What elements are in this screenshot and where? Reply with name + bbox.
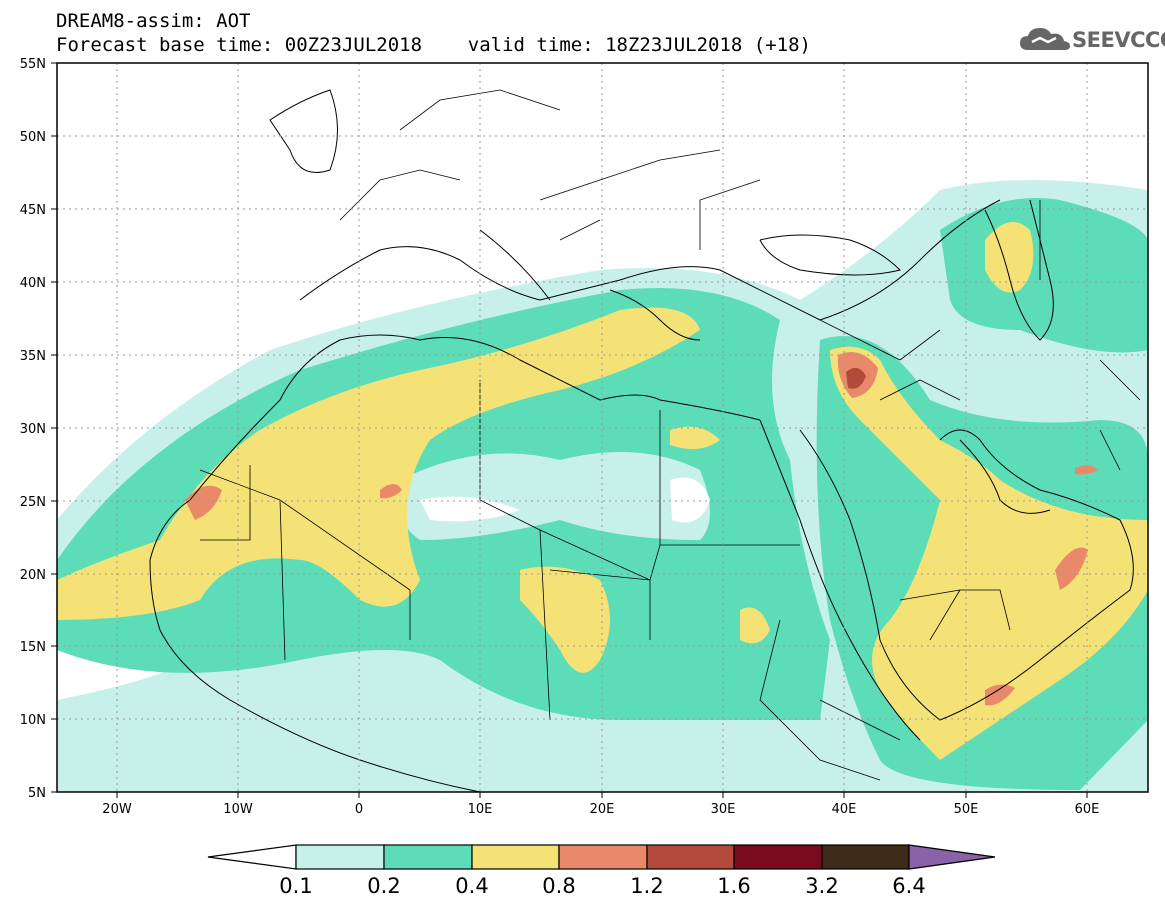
coast-europe (299, 199, 1001, 321)
aot-band-0.8-yemen (985, 684, 1015, 706)
coast-persiangulf (959, 439, 1051, 514)
lon-label: 20W (102, 802, 132, 817)
coast-nafrica (149, 334, 761, 561)
aot-band-0.4-west (57, 307, 700, 620)
lat-label: 15N (20, 640, 46, 655)
colorbar-segment (471, 844, 560, 870)
colorbar-label: 1.6 (717, 874, 750, 898)
colorbar-label: 0.1 (279, 874, 312, 898)
lon-label: 20E (590, 802, 615, 817)
lon-label: 10W (223, 802, 253, 817)
tick-marks (51, 62, 1088, 798)
lon-label: 30E (711, 802, 736, 817)
coast-uk (269, 89, 338, 173)
aot-band-0.4-caspian (985, 222, 1034, 293)
coast-arabia (799, 429, 1134, 721)
seevccc-logo: SEEVCCC (1018, 24, 1165, 56)
coastlines (149, 89, 1134, 792)
colorbar: 0.1 0.2 0.4 0.8 1.2 1.6 3.2 6.4 (207, 844, 996, 898)
lat-label: 25N (20, 495, 46, 510)
colorbar-over-arrow (908, 844, 996, 870)
colorbar-label: 0.4 (455, 874, 488, 898)
coast-blacksea (759, 234, 901, 276)
aot-band-0.8-oman (1055, 547, 1088, 590)
chart-title: DREAM8-assim: AOT (56, 10, 251, 32)
colorbar-label: 0.8 (542, 874, 575, 898)
colorbar-label: 6.4 (892, 874, 925, 898)
colorbar-label: 0.2 (367, 874, 400, 898)
coast-italy (479, 229, 551, 301)
lon-label: 50E (954, 802, 979, 817)
aot-band-1.2-iraq (846, 367, 866, 389)
lat-label: 45N (20, 203, 46, 218)
lat-labels: 55N 50N 45N 40N 35N 30N 25N 20N 15N 10N … (20, 57, 46, 801)
colorbar-segment (821, 844, 910, 870)
forecast-times: Forecast base time: 00Z23JUL2018 valid t… (56, 34, 811, 56)
coast-westafrica (149, 559, 481, 792)
lat-label: 55N (20, 57, 46, 72)
colorbar-segment (558, 844, 648, 870)
coast-redsea (759, 419, 921, 741)
aot-band-0.4-arabia (830, 346, 1148, 760)
colorbar-segment (646, 844, 735, 870)
colorbar-segment (733, 844, 823, 870)
colorbar-segment (383, 844, 473, 870)
colorbar-label: 3.2 (805, 874, 838, 898)
coast-greece (609, 289, 701, 341)
colorbar-segment (295, 844, 385, 870)
lat-label: 35N (20, 349, 46, 364)
coast-caspian (984, 199, 1054, 341)
graticule (57, 63, 1148, 792)
lon-label: 10E (468, 802, 493, 817)
lon-label: 40E (832, 802, 857, 817)
lat-label: 30N (20, 422, 46, 437)
lat-label: 50N (20, 130, 46, 145)
colorbar-label: 1.2 (630, 874, 663, 898)
aot-band-0.4-sahel (520, 566, 610, 673)
country-borders (199, 89, 1141, 781)
colorbar-under-arrow (207, 844, 297, 870)
lat-label: 5N (28, 786, 46, 801)
lon-label: 0 (355, 802, 363, 817)
cloud-icon (1020, 28, 1070, 50)
lat-label: 20N (20, 568, 46, 583)
lon-label: 60E (1075, 802, 1100, 817)
logo-text: SEEVCCC (1072, 28, 1165, 52)
lat-label: 10N (20, 713, 46, 728)
lon-labels: 20W 10W 0 10E 20E 30E 40E 50E 60E (102, 802, 1099, 817)
lat-label: 40N (20, 276, 46, 291)
